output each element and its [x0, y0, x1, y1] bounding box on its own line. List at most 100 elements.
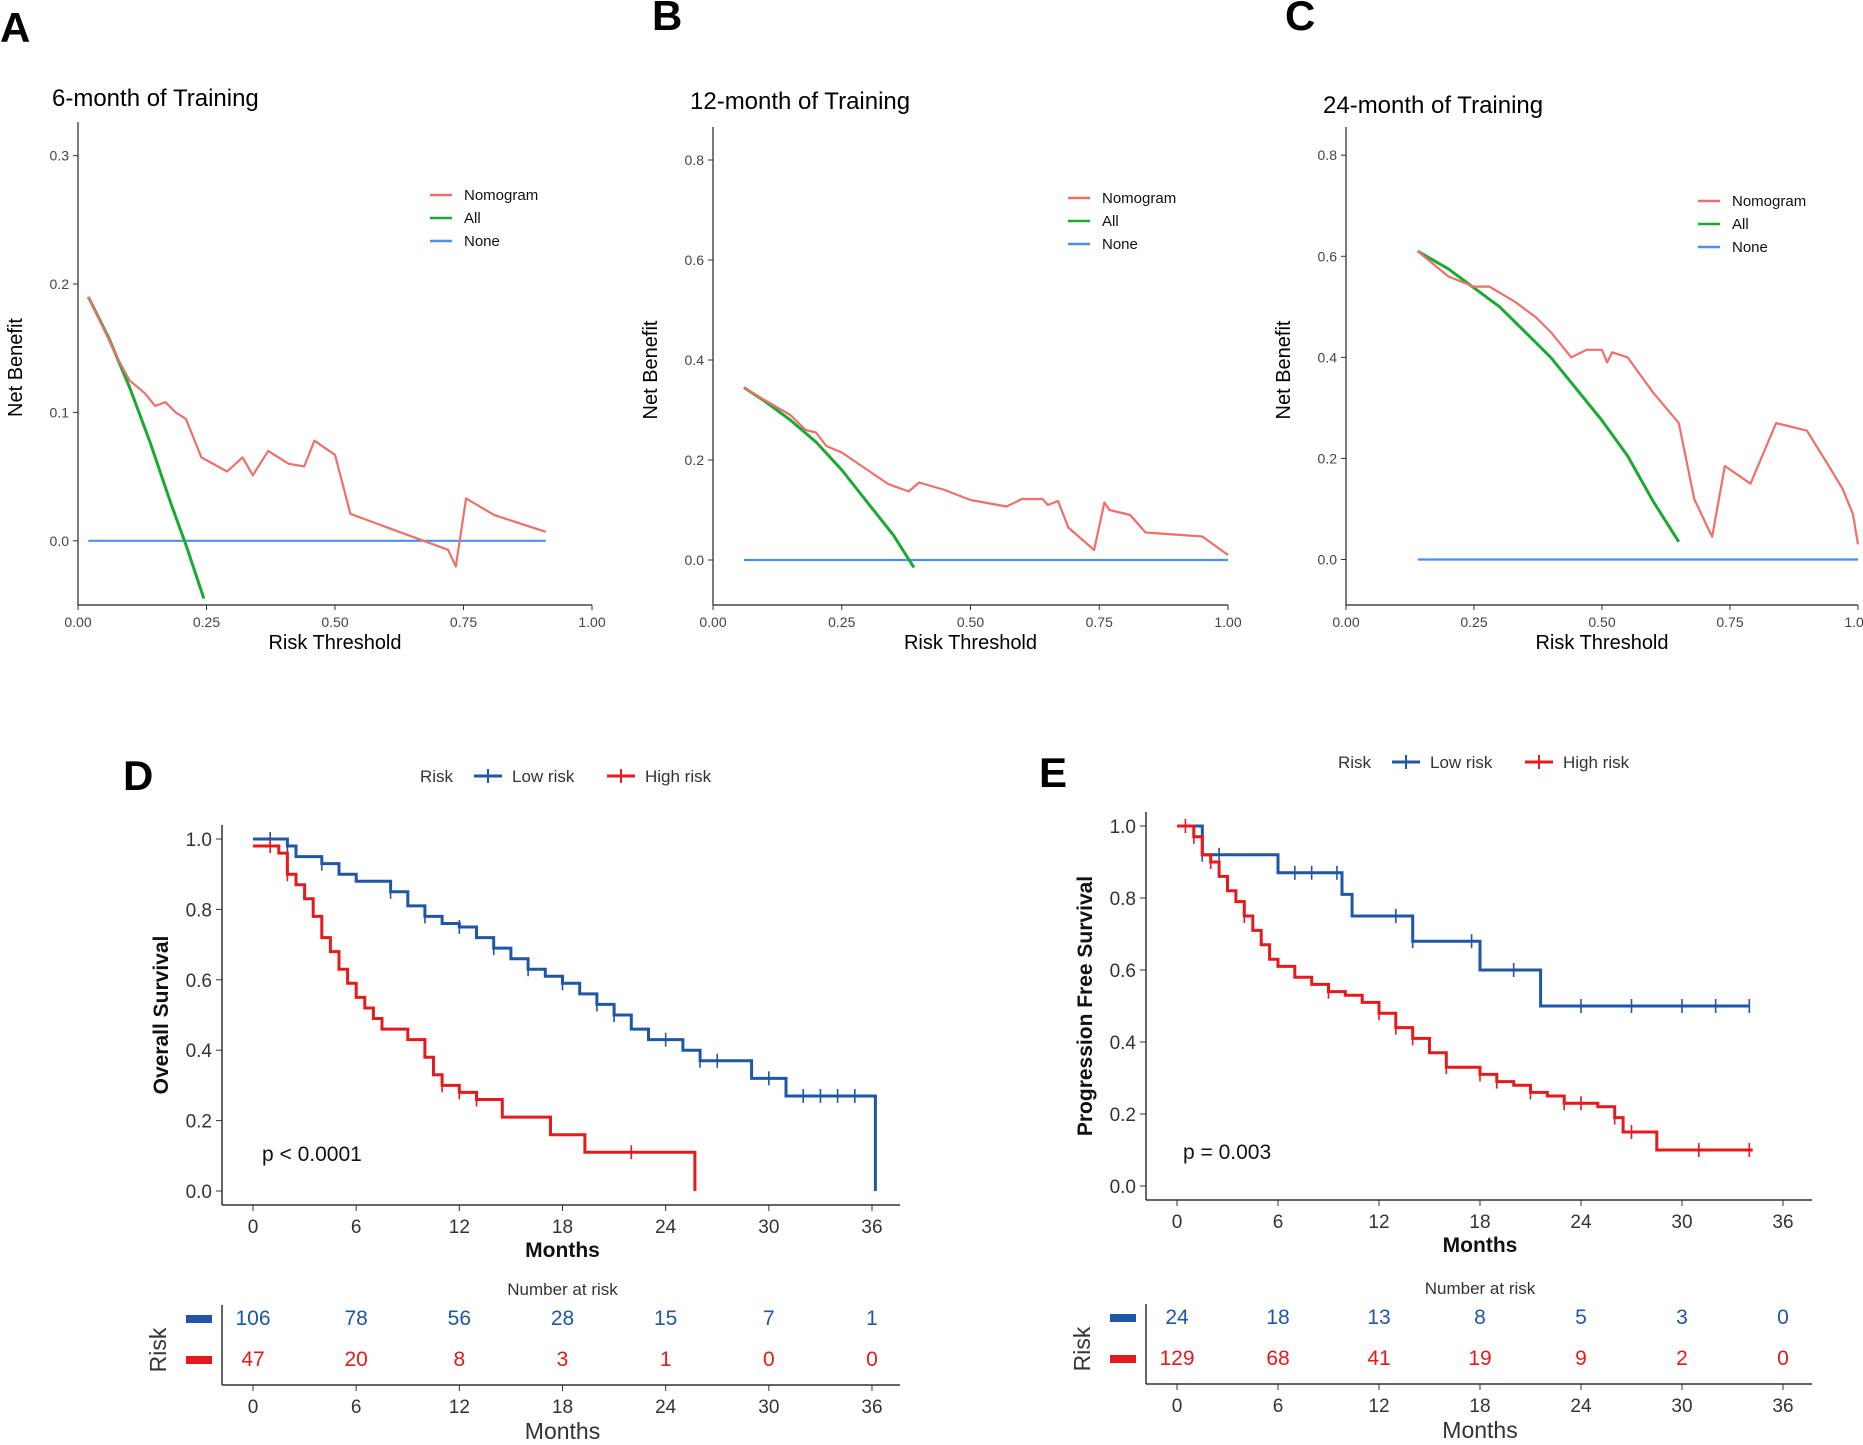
nar-x-tick-label: 12	[1368, 1396, 1389, 1417]
nar-cell-high-risk: 9	[1575, 1347, 1587, 1370]
series-line-nomogram	[743, 386, 1229, 556]
x-tick-label: 0.75	[450, 614, 477, 630]
y-tick-label: 0.2	[1318, 450, 1338, 466]
y-tick-label: 0.6	[685, 252, 705, 268]
x-tick-label: 0	[248, 1217, 259, 1238]
legend-label-nomogram: Nomogram	[464, 187, 538, 204]
nar-cell-high-risk: 8	[453, 1348, 465, 1371]
series-line-nomogram	[87, 296, 547, 568]
y-axis-label: Net Benefit	[5, 318, 27, 417]
x-tick-label: 0.00	[64, 614, 91, 630]
panel-label: E	[1039, 749, 1067, 796]
y-tick-label: 0.1	[50, 404, 70, 420]
nar-x-tick-label: 18	[552, 1397, 573, 1418]
legend-label-none: None	[1102, 236, 1138, 253]
y-axis-label: Net Benefit	[640, 320, 662, 419]
km-curve-low-risk	[1177, 824, 1750, 1008]
legend-title: Risk	[420, 767, 454, 786]
x-axis-label: Risk Threshold	[268, 632, 401, 654]
dca-panel-C: C 24-month of Training 0.00 0.25 0.50 0.75 1.0…	[1273, 0, 1863, 654]
y-tick-label: 0.4	[1318, 349, 1338, 365]
nar-x-axis-label: Months	[525, 1418, 600, 1444]
nar-cell-low-risk: 0	[1777, 1306, 1789, 1329]
y-axis-label: Overall Survival	[150, 936, 173, 1095]
y-axis-label: Progression Free Survival	[1074, 876, 1097, 1136]
nar-cell-low-risk: 3	[1676, 1306, 1688, 1329]
nar-cell-low-risk: 15	[654, 1307, 677, 1330]
dca-panel-B: B 12-month of Training 0.00 0.25 0.50 0.75 1.0…	[640, 0, 1242, 654]
y-tick-label: 0.6	[186, 971, 212, 992]
y-tick-label: 0.0	[1110, 1177, 1136, 1198]
nar-cell-high-risk: 20	[344, 1348, 367, 1371]
x-tick-label: 6	[1273, 1212, 1284, 1233]
nar-y-axis-label: Risk	[145, 1327, 171, 1372]
legend-label-all: All	[1732, 216, 1749, 233]
nar-cell-high-risk: 129	[1159, 1347, 1194, 1370]
x-tick-label: 1.00	[1214, 614, 1241, 630]
nar-cell-low-risk: 7	[763, 1307, 775, 1330]
y-tick-label: 0.8	[1318, 147, 1338, 163]
series-line-all	[1416, 249, 1681, 543]
nar-cell-low-risk: 8	[1474, 1306, 1486, 1329]
y-tick-label: 0.4	[1110, 1033, 1137, 1054]
series-line-all	[86, 296, 206, 600]
nar-row-key	[1110, 1314, 1136, 1322]
nar-x-tick-label: 30	[758, 1397, 779, 1418]
legend-label-nomogram: Nomogram	[1102, 190, 1176, 207]
nar-x-tick-label: 30	[1671, 1396, 1692, 1417]
nar-x-axis-label: Months	[1442, 1417, 1517, 1443]
p-value: p < 0.0001	[262, 1143, 362, 1166]
x-tick-label: 12	[1368, 1212, 1389, 1233]
y-tick-label: 0.0	[1318, 552, 1338, 568]
panel-title: 12-month of Training	[690, 88, 910, 115]
nar-y-axis-label: Risk	[1069, 1326, 1095, 1371]
legend-label-all: All	[464, 210, 481, 227]
y-tick-label: 1.0	[186, 830, 212, 851]
y-tick-label: 0.8	[186, 900, 212, 921]
series-line-nomogram	[1417, 250, 1860, 545]
y-tick-label: 0.8	[685, 152, 705, 168]
x-tick-label: 6	[351, 1217, 362, 1238]
nar-cell-high-risk: 41	[1367, 1347, 1390, 1370]
x-tick-label: 0	[1172, 1212, 1183, 1233]
x-tick-label: 18	[1469, 1212, 1490, 1233]
x-tick-label: 30	[758, 1217, 779, 1238]
nar-cell-high-risk: 0	[866, 1348, 878, 1371]
y-tick-label: 0.2	[685, 452, 705, 468]
y-tick-label: 0.4	[685, 352, 705, 368]
nar-cell-high-risk: 0	[763, 1348, 775, 1371]
x-tick-label: 0.25	[193, 614, 220, 630]
panel-title: 6-month of Training	[52, 85, 259, 112]
legend-label-low-risk: Low risk	[512, 767, 575, 786]
nar-cell-low-risk: 18	[1266, 1306, 1289, 1329]
nar-cell-high-risk: 1	[660, 1348, 672, 1371]
y-tick-label: 0.6	[1110, 961, 1136, 982]
nar-row-key	[1110, 1355, 1136, 1363]
km-curve-low-risk	[253, 837, 877, 1191]
nar-x-tick-label: 36	[1772, 1396, 1793, 1417]
nar-x-tick-label: 6	[1273, 1396, 1284, 1417]
panel-label: D	[123, 752, 153, 799]
nar-x-tick-label: 36	[861, 1397, 882, 1418]
legend-label-none: None	[1732, 239, 1768, 256]
x-tick-label: 0.75	[1086, 614, 1113, 630]
nar-cell-low-risk: 5	[1575, 1306, 1587, 1329]
legend-label-high-risk: High risk	[1563, 753, 1630, 772]
x-tick-label: 30	[1671, 1212, 1692, 1233]
dca-panel-A: A 6-month of Training 0.00 0.25 0.50 0.75 1.00…	[0, 4, 606, 654]
y-tick-label: 0.8	[1110, 889, 1136, 910]
x-tick-label: 0.25	[1460, 614, 1487, 630]
x-tick-label: 18	[552, 1217, 573, 1238]
x-axis-label: Risk Threshold	[904, 632, 1037, 654]
nar-cell-low-risk: 106	[235, 1307, 270, 1330]
x-tick-label: 12	[449, 1217, 470, 1238]
nar-cell-low-risk: 78	[344, 1307, 367, 1330]
y-tick-label: 0.4	[186, 1041, 213, 1062]
number-at-risk-title: Number at risk	[1425, 1279, 1536, 1298]
panel-label: B	[652, 0, 682, 39]
panel-label: C	[1285, 0, 1315, 39]
y-tick-label: 0.2	[186, 1112, 212, 1133]
km-curve-high-risk	[253, 844, 697, 1191]
